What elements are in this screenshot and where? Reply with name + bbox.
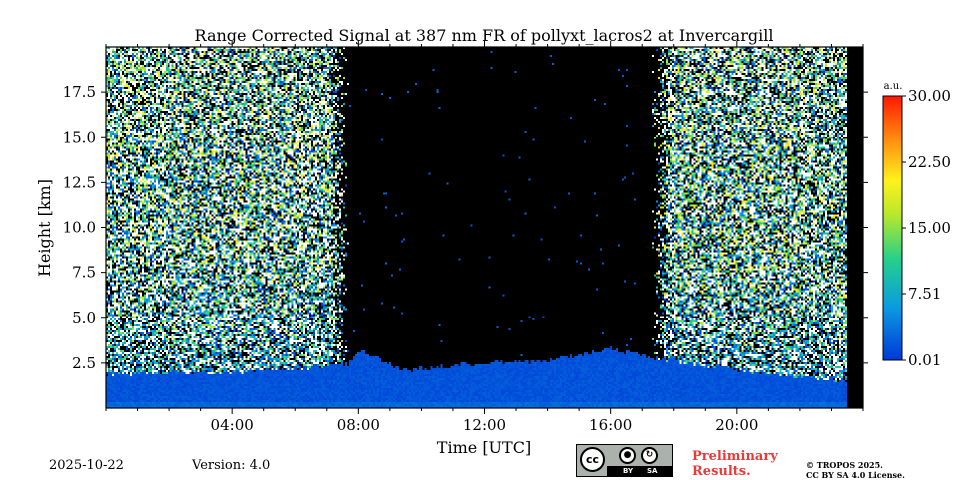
plot-area xyxy=(105,46,864,409)
colorbar-tick-label: 7.51 xyxy=(908,285,941,303)
version-label: Version: 4.0 xyxy=(192,458,271,473)
colorbar-tick-label: 15.00 xyxy=(908,219,951,237)
preliminary-notice: Preliminary Results. xyxy=(692,449,778,479)
share-alike-icon: ↻ xyxy=(641,447,658,464)
y-tick-label: 5.0 xyxy=(72,309,96,327)
chart-title: Range Corrected Signal at 387 nm FR of p… xyxy=(195,26,774,45)
colorbar-tick-label: 0.01 xyxy=(908,351,941,369)
y-tick-label: 2.5 xyxy=(72,354,96,372)
cc-by-label: BY xyxy=(623,467,634,475)
y-tick-label: 12.5 xyxy=(63,173,96,191)
copyright-notice: © TROPOS 2025. CC BY SA 4.0 License. xyxy=(806,460,905,480)
y-tick-label: 17.5 xyxy=(63,83,96,101)
colorbar-ticks: 0.01 7.51 15.00 22.50 30.00 xyxy=(902,87,951,369)
heatmap-image xyxy=(106,47,863,408)
x-tick-label: 04:00 xyxy=(211,416,254,434)
cc-badge-bar: BY SA xyxy=(607,466,672,476)
preliminary-line-2: Results. xyxy=(692,464,751,479)
cc-icon: cc xyxy=(580,447,605,472)
preliminary-line-1: Preliminary xyxy=(692,449,778,464)
cc-sa-label: SA xyxy=(647,467,658,475)
y-axis: 2.5 5.0 7.5 10.0 12.5 15.0 17.5 xyxy=(63,83,868,372)
y-axis-label: Height [km] xyxy=(35,179,54,277)
by-person-icon: ● xyxy=(619,447,636,464)
x-tick-label: 08:00 xyxy=(337,416,380,434)
colorbar-unit: a.u. xyxy=(884,81,903,92)
colorbar-tick-label: 22.50 xyxy=(908,153,951,171)
x-axis-label: Time [UTC] xyxy=(437,438,531,457)
cc-license-badge: cc ● ↻ BY SA xyxy=(576,444,673,477)
copyright-line-1: © TROPOS 2025. xyxy=(806,460,883,470)
colorbar-gradient xyxy=(882,95,903,361)
y-tick-label: 7.5 xyxy=(72,264,96,282)
y-tick-label: 10.0 xyxy=(63,219,96,237)
date-label: 2025-10-22 xyxy=(49,458,124,473)
colorbar-tick-label: 30.00 xyxy=(908,87,951,105)
x-axis: 04:00 08:00 12:00 16:00 20:00 xyxy=(105,41,864,434)
y-tick-label: 15.0 xyxy=(63,128,96,146)
x-tick-label: 20:00 xyxy=(715,416,758,434)
x-tick-label: 12:00 xyxy=(463,416,506,434)
x-tick-label: 16:00 xyxy=(589,416,632,434)
colorbar: a.u. 0.01 7.51 15.00 22.50 30.00 xyxy=(882,81,951,369)
copyright-line-2: CC BY SA 4.0 License. xyxy=(806,470,905,480)
